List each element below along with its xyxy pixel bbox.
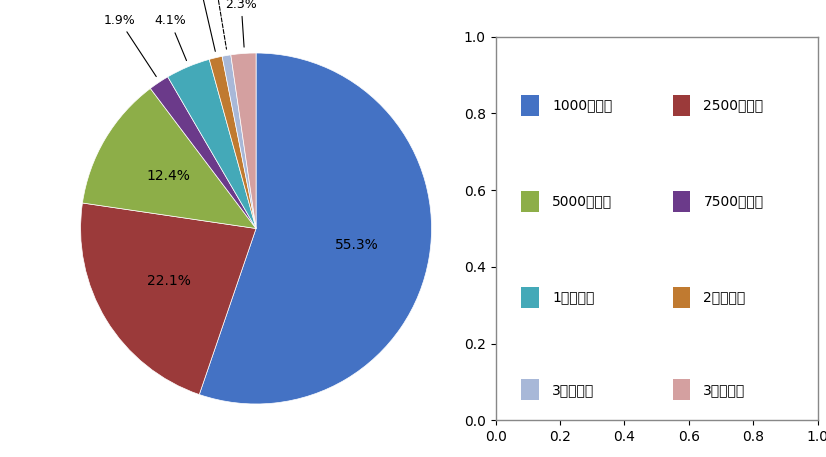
Wedge shape bbox=[199, 53, 431, 404]
FancyBboxPatch shape bbox=[521, 379, 539, 400]
Text: 1.2%: 1.2% bbox=[184, 0, 216, 51]
Text: 0.8%: 0.8% bbox=[200, 0, 231, 49]
FancyBboxPatch shape bbox=[673, 287, 691, 308]
Wedge shape bbox=[168, 59, 256, 228]
Wedge shape bbox=[150, 77, 256, 228]
Text: 4.1%: 4.1% bbox=[154, 15, 187, 61]
Text: 12.4%: 12.4% bbox=[147, 169, 191, 183]
Text: 55.3%: 55.3% bbox=[335, 239, 378, 252]
FancyBboxPatch shape bbox=[673, 191, 691, 212]
Wedge shape bbox=[209, 56, 256, 228]
Text: 2万円以内: 2万円以内 bbox=[704, 291, 746, 305]
Wedge shape bbox=[81, 203, 256, 394]
Text: 22.1%: 22.1% bbox=[147, 274, 191, 288]
FancyBboxPatch shape bbox=[521, 95, 539, 116]
Text: 2.3%: 2.3% bbox=[225, 0, 257, 47]
FancyBboxPatch shape bbox=[673, 379, 691, 400]
Text: 1000円以内: 1000円以内 bbox=[552, 99, 612, 113]
FancyBboxPatch shape bbox=[673, 95, 691, 116]
Text: 1.9%: 1.9% bbox=[103, 14, 156, 77]
FancyBboxPatch shape bbox=[521, 287, 539, 308]
Wedge shape bbox=[83, 88, 256, 228]
Wedge shape bbox=[230, 53, 256, 228]
Wedge shape bbox=[222, 55, 256, 228]
FancyBboxPatch shape bbox=[521, 191, 539, 212]
Text: 1万円以内: 1万円以内 bbox=[552, 291, 595, 305]
Text: 5000円以内: 5000円以内 bbox=[552, 195, 612, 209]
Text: 3万円以内: 3万円以内 bbox=[552, 383, 594, 397]
Text: 7500円以内: 7500円以内 bbox=[704, 195, 763, 209]
Text: 3万円以上: 3万円以上 bbox=[704, 383, 746, 397]
Text: 2500円以内: 2500円以内 bbox=[704, 99, 763, 113]
